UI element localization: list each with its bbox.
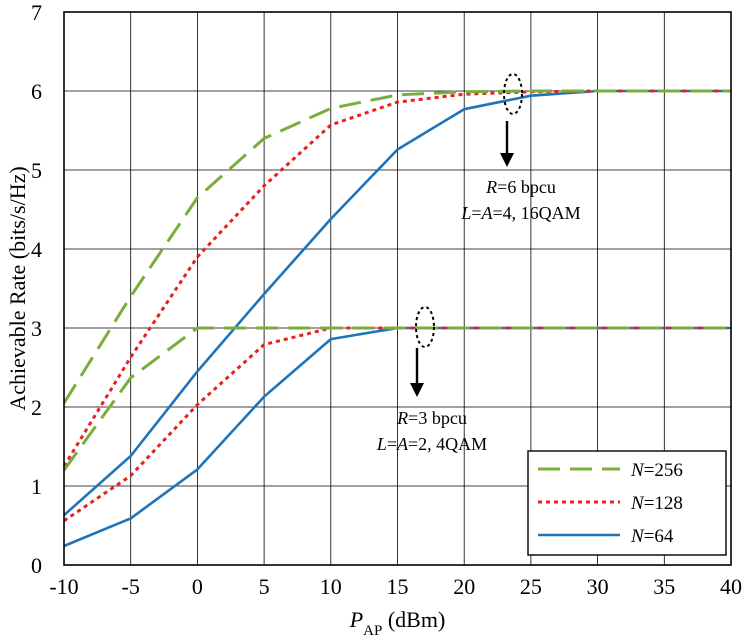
legend-n128-val: =128 <box>644 493 683 514</box>
x-tick-label: 40 <box>720 574 742 599</box>
annotation-r6-eq: = <box>471 203 481 223</box>
legend-n256-val: =256 <box>644 460 683 481</box>
legend-box <box>527 450 727 556</box>
legend-n128-var: N <box>630 493 645 514</box>
annotation-r3-line2: L=A=2, 4QAM <box>376 434 487 454</box>
legend-n256-var: N <box>630 460 645 481</box>
annotation-r6-ellipse <box>503 73 523 115</box>
annotation-r6-l-var: L <box>460 203 471 223</box>
annotation-r3-rate: =3 bpcu <box>408 408 467 428</box>
x-tick-label: -10 <box>49 574 78 599</box>
annotation-r3-arrow-head <box>410 383 424 397</box>
legend-n64-var: N <box>630 526 645 547</box>
annotation-r3-mod: =2, 4QAM <box>408 434 487 454</box>
annotation-r6-a-var: A <box>481 203 494 223</box>
x-tick-label: 10 <box>320 574 342 599</box>
x-tick-label: -5 <box>122 574 140 599</box>
y-tick-label: 3 <box>31 316 42 341</box>
annotation-r3-eq: = <box>387 434 397 454</box>
x-tick-label: 5 <box>259 574 270 599</box>
legend-label-n256: N=256 <box>630 460 683 481</box>
plot-frame <box>63 11 732 566</box>
annotation-r3-var: R <box>396 408 408 428</box>
x-tick-label: 20 <box>453 574 475 599</box>
annotation-r6-line2: L=A=4, 16QAM <box>460 203 580 223</box>
y-tick-label: 2 <box>31 395 42 420</box>
annotation-r3-l-var: L <box>376 434 387 454</box>
legend-label-n64: N=64 <box>630 526 674 547</box>
y-tick-label: 6 <box>31 79 42 104</box>
y-axis-label: Achievable Rate (bits/s/Hz) <box>5 166 30 410</box>
annotation-r6-mod: =4, 16QAM <box>493 203 581 223</box>
x-axis-label-sub: AP <box>363 623 382 636</box>
y-tick-label: 1 <box>31 474 42 499</box>
annotations <box>410 73 523 397</box>
annotation-r3-line1: R=3 bpcu <box>396 408 467 428</box>
annotation-r6-arrow-head <box>500 153 514 167</box>
series-lines <box>62 89 731 548</box>
x-axis-label: PAP (dBm) <box>349 607 446 636</box>
tick-labels: -10 -5 0 5 10 15 20 25 30 35 40 0 1 2 3 4 5 6 7 <box>31 0 742 599</box>
annotation-r3-ellipse <box>415 306 435 348</box>
x-tick-label: 30 <box>587 574 609 599</box>
x-tick-label: 35 <box>653 574 675 599</box>
annotation-r6-rate: =6 bpcu <box>497 177 556 197</box>
y-tick-label: 7 <box>31 0 42 25</box>
x-axis-label-main: P <box>349 607 363 632</box>
series-line-r6-n256 <box>62 89 731 404</box>
y-tick-label: 4 <box>31 237 42 262</box>
x-tick-label: 0 <box>192 574 203 599</box>
annotation-r3-a-var: A <box>396 434 409 454</box>
x-tick-label: 15 <box>387 574 409 599</box>
series-line-r3-n256 <box>62 326 731 472</box>
legend: N=256 N=128 N=64 <box>527 450 727 556</box>
x-tick-label: 25 <box>520 574 542 599</box>
y-tick-label: 5 <box>31 158 42 183</box>
legend-label-n128: N=128 <box>630 493 683 514</box>
annotation-r6-var: R <box>485 177 497 197</box>
series-line-r6-n128 <box>62 89 731 468</box>
legend-n64-val: =64 <box>644 526 674 547</box>
x-axis-label-unit: (dBm) <box>382 607 445 632</box>
y-tick-label: 0 <box>31 553 42 578</box>
annotation-r6-line1: R=6 bpcu <box>485 177 556 197</box>
